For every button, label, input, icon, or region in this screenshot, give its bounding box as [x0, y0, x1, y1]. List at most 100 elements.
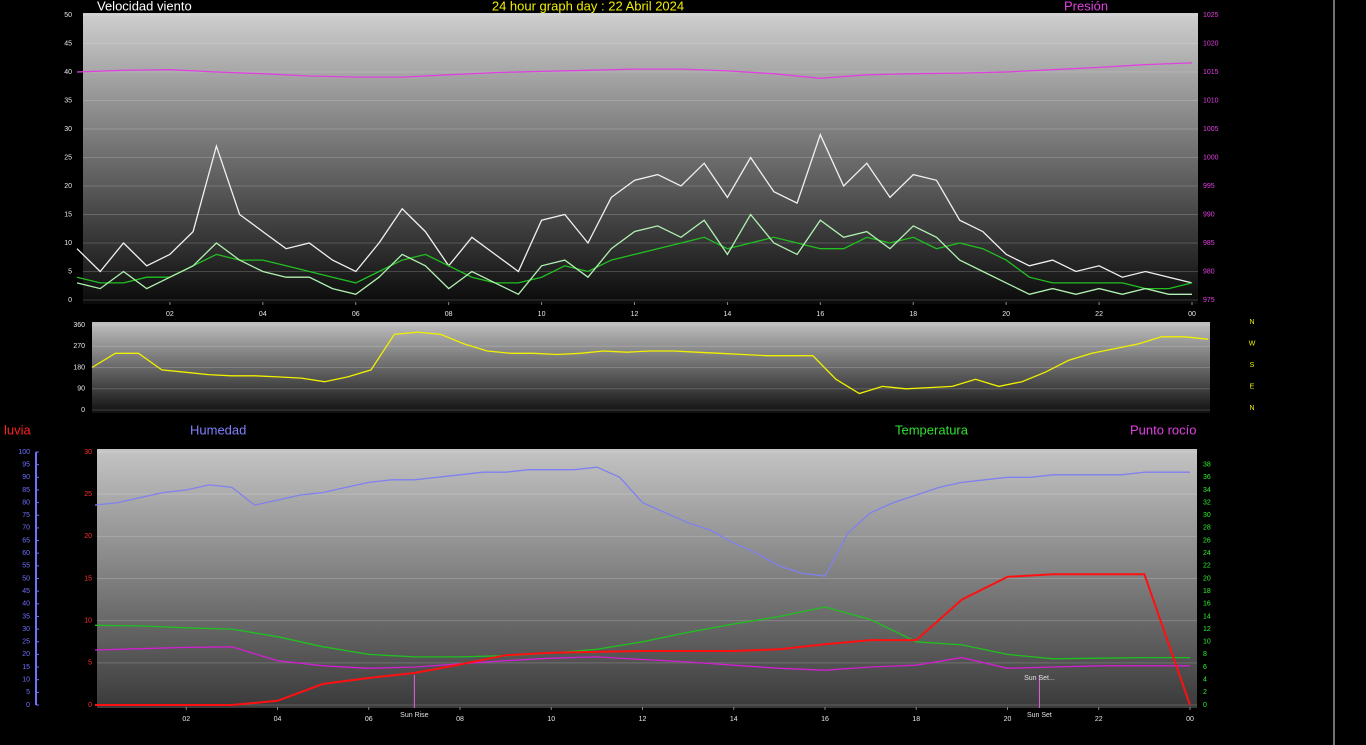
x-tick-label: 20 — [1004, 716, 1012, 723]
y2-tick-label: 990 — [1203, 211, 1215, 218]
y2-tick-label: 995 — [1203, 183, 1215, 190]
compass-label: S — [1250, 362, 1255, 369]
plot-background — [92, 322, 1210, 413]
x-tick-label: 08 — [445, 311, 453, 318]
y-tick-label: 20 — [64, 183, 72, 190]
y3-tick-label: 5 — [26, 689, 30, 696]
series-line — [76, 236, 1193, 290]
y2-tick-label: 980 — [1203, 268, 1215, 275]
y3-tick-label: 25 — [22, 639, 30, 646]
x-tick-label: 00 — [1188, 311, 1196, 318]
y2-tick-label: 1000 — [1203, 154, 1219, 161]
y2-tick-label: 1020 — [1203, 40, 1219, 47]
series-line — [76, 213, 1192, 296]
y2-tick-label: 34 — [1203, 487, 1211, 494]
y2-tick-label: 14 — [1203, 613, 1211, 620]
compass-label: W — [1249, 340, 1256, 347]
y2-tick-label: 1005 — [1203, 126, 1219, 133]
y3-tick-label: 15 — [22, 664, 30, 671]
x-tick-label: 18 — [909, 311, 917, 318]
y3-tick-label: 65 — [22, 537, 30, 544]
y3-tick-label: 95 — [22, 461, 30, 468]
x-tick-label: 20 — [1002, 311, 1010, 318]
y3-tick-label: 35 — [22, 613, 30, 620]
x-tick-label: 10 — [538, 311, 546, 318]
series-line — [94, 606, 1190, 660]
y-tick-label: 15 — [84, 575, 92, 582]
sun-label: Sun Rise — [400, 712, 429, 719]
x-tick-label: 12 — [639, 716, 647, 723]
y2-tick-label: 32 — [1203, 499, 1211, 506]
y-tick-label: 0 — [68, 297, 72, 304]
y2-tick-label: 24 — [1203, 550, 1211, 557]
x-tick-label: 14 — [730, 716, 738, 723]
legend-pressure: Presión — [1064, 0, 1108, 13]
y-tick-label: 180 — [73, 364, 85, 371]
series-line — [76, 132, 1193, 284]
y-tick-label: 10 — [84, 618, 92, 625]
sun-label: Sun Set — [1027, 712, 1052, 719]
y2-tick-label: 1010 — [1203, 97, 1219, 104]
y2-tick-label: 20 — [1203, 575, 1211, 582]
y2-tick-label: 12 — [1203, 626, 1211, 633]
y2-tick-label: 16 — [1203, 601, 1211, 608]
y2-tick-label: 6 — [1203, 664, 1207, 671]
x-tick-label: 00 — [1186, 716, 1194, 723]
y3-tick-label: 40 — [22, 601, 30, 608]
x-tick-label: 04 — [274, 716, 282, 723]
y3-tick-label: 0 — [26, 702, 30, 709]
y-tick-label: 20 — [84, 533, 92, 540]
x-tick-label: 14 — [724, 311, 732, 318]
y3-tick-label: 45 — [22, 588, 30, 595]
y-tick-label: 25 — [64, 154, 72, 161]
y-tick-label: 45 — [64, 40, 72, 47]
y2-tick-label: 28 — [1203, 525, 1211, 532]
x-tick-label: 16 — [821, 716, 829, 723]
y2-tick-label: 30 — [1203, 512, 1211, 519]
sun-note: Sun Set... — [1024, 675, 1055, 682]
legend-humidity: Humedad — [190, 422, 246, 437]
x-tick-label: 04 — [259, 311, 267, 318]
x-tick-label: 02 — [166, 311, 174, 318]
y-tick-label: 5 — [68, 268, 72, 275]
y3-tick-label: 100 — [18, 449, 30, 456]
y3-tick-label: 60 — [22, 550, 30, 557]
series-line — [91, 331, 1209, 395]
plot-background — [97, 449, 1197, 708]
y3-tick-label: 30 — [22, 626, 30, 633]
y-tick-label: 360 — [73, 322, 85, 329]
y2-tick-label: 1015 — [1203, 69, 1219, 76]
legend-dewpoint: Punto rocío — [1130, 422, 1197, 437]
y-tick-label: 270 — [73, 343, 85, 350]
legend-rain: luvia — [4, 422, 32, 437]
compass-label: E — [1250, 383, 1255, 390]
y-tick-label: 30 — [84, 449, 92, 456]
y-tick-label: 5 — [88, 660, 92, 667]
x-tick-label: 22 — [1095, 716, 1103, 723]
x-tick-label: 10 — [547, 716, 555, 723]
series-line — [94, 466, 1190, 577]
y2-tick-label: 18 — [1203, 588, 1211, 595]
x-tick-label: 12 — [631, 311, 639, 318]
y3-tick-label: 50 — [22, 575, 30, 582]
y-tick-label: 30 — [64, 126, 72, 133]
y2-tick-label: 985 — [1203, 240, 1215, 247]
y2-tick-label: 975 — [1203, 297, 1215, 304]
y2-tick-label: 26 — [1203, 537, 1211, 544]
y3-tick-label: 55 — [22, 563, 30, 570]
x-tick-label: 06 — [352, 311, 360, 318]
y2-tick-label: 1025 — [1203, 12, 1219, 19]
y-tick-label: 35 — [64, 97, 72, 104]
y3-tick-label: 10 — [22, 677, 30, 684]
legend-wind: Velocidad viento — [97, 0, 192, 13]
y2-tick-label: 22 — [1203, 563, 1211, 570]
series-line — [95, 573, 1191, 706]
y-tick-label: 90 — [77, 386, 85, 393]
y-tick-label: 25 — [84, 491, 92, 498]
plot-background — [83, 13, 1198, 304]
y2-tick-label: 4 — [1203, 677, 1207, 684]
y-tick-label: 0 — [88, 702, 92, 709]
y-tick-label: 50 — [64, 12, 72, 19]
